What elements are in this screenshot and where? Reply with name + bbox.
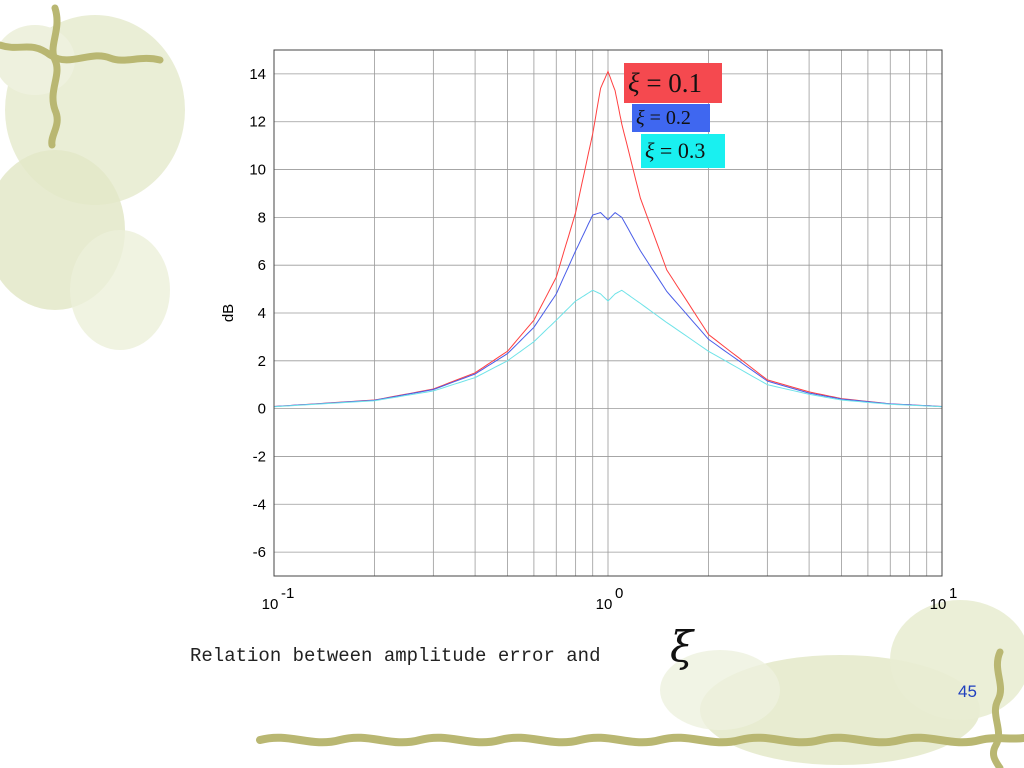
legend-symbol: ξ	[636, 107, 645, 129]
legend-text: = 0.2	[649, 107, 691, 129]
x-tick-label: 101	[930, 585, 958, 613]
y-tick-label: -6	[253, 544, 266, 561]
legend-text: = 0.3	[659, 138, 706, 163]
data-curves	[273, 70, 943, 408]
x-tick-label: 10-1	[262, 585, 295, 613]
page-number: 45	[958, 682, 977, 701]
legend-symbol: ξ	[645, 138, 655, 163]
figure-caption: Relation between amplitude error and	[190, 645, 601, 667]
caption-xi-symbol: ξ	[670, 622, 694, 671]
x-tick-base: 10	[930, 596, 947, 613]
y-tick-label: 0	[258, 401, 266, 418]
y-tick-label: 6	[258, 257, 266, 274]
series-line-1	[273, 211, 943, 407]
y-tick-label: 12	[249, 114, 266, 131]
x-tick-exponent: 1	[949, 585, 957, 602]
x-tick-base: 10	[596, 596, 613, 613]
y-tick-label: 4	[258, 305, 266, 322]
series-line-2	[273, 289, 943, 408]
plot-frame	[273, 49, 943, 577]
legend-item-2: ξ = 0.3	[641, 134, 725, 168]
series-line-0	[273, 70, 943, 407]
x-tick-exponent: 0	[615, 585, 623, 602]
legend-symbol: ξ	[628, 68, 640, 98]
legend-text: = 0.1	[646, 68, 703, 98]
y-tick-label: -4	[253, 496, 266, 513]
y-tick-label: 14	[249, 66, 266, 83]
legend-item-0: ξ = 0.1	[624, 63, 722, 103]
y-tick-labels: 14 12 10 8 6 4 2 0 -2 -4 -6	[249, 66, 266, 561]
x-tick-exponent: -1	[281, 585, 294, 602]
y-axis-label: dB	[220, 304, 237, 322]
x-tick-base: 10	[262, 596, 279, 613]
y-tick-label: 10	[249, 162, 266, 179]
grid-lines	[274, 50, 942, 576]
y-tick-label: 8	[258, 209, 266, 226]
legend-item-1: ξ = 0.2	[632, 104, 710, 132]
x-tick-label: 100	[596, 585, 624, 613]
y-tick-label: 2	[258, 353, 266, 370]
y-tick-label: -2	[253, 448, 266, 465]
